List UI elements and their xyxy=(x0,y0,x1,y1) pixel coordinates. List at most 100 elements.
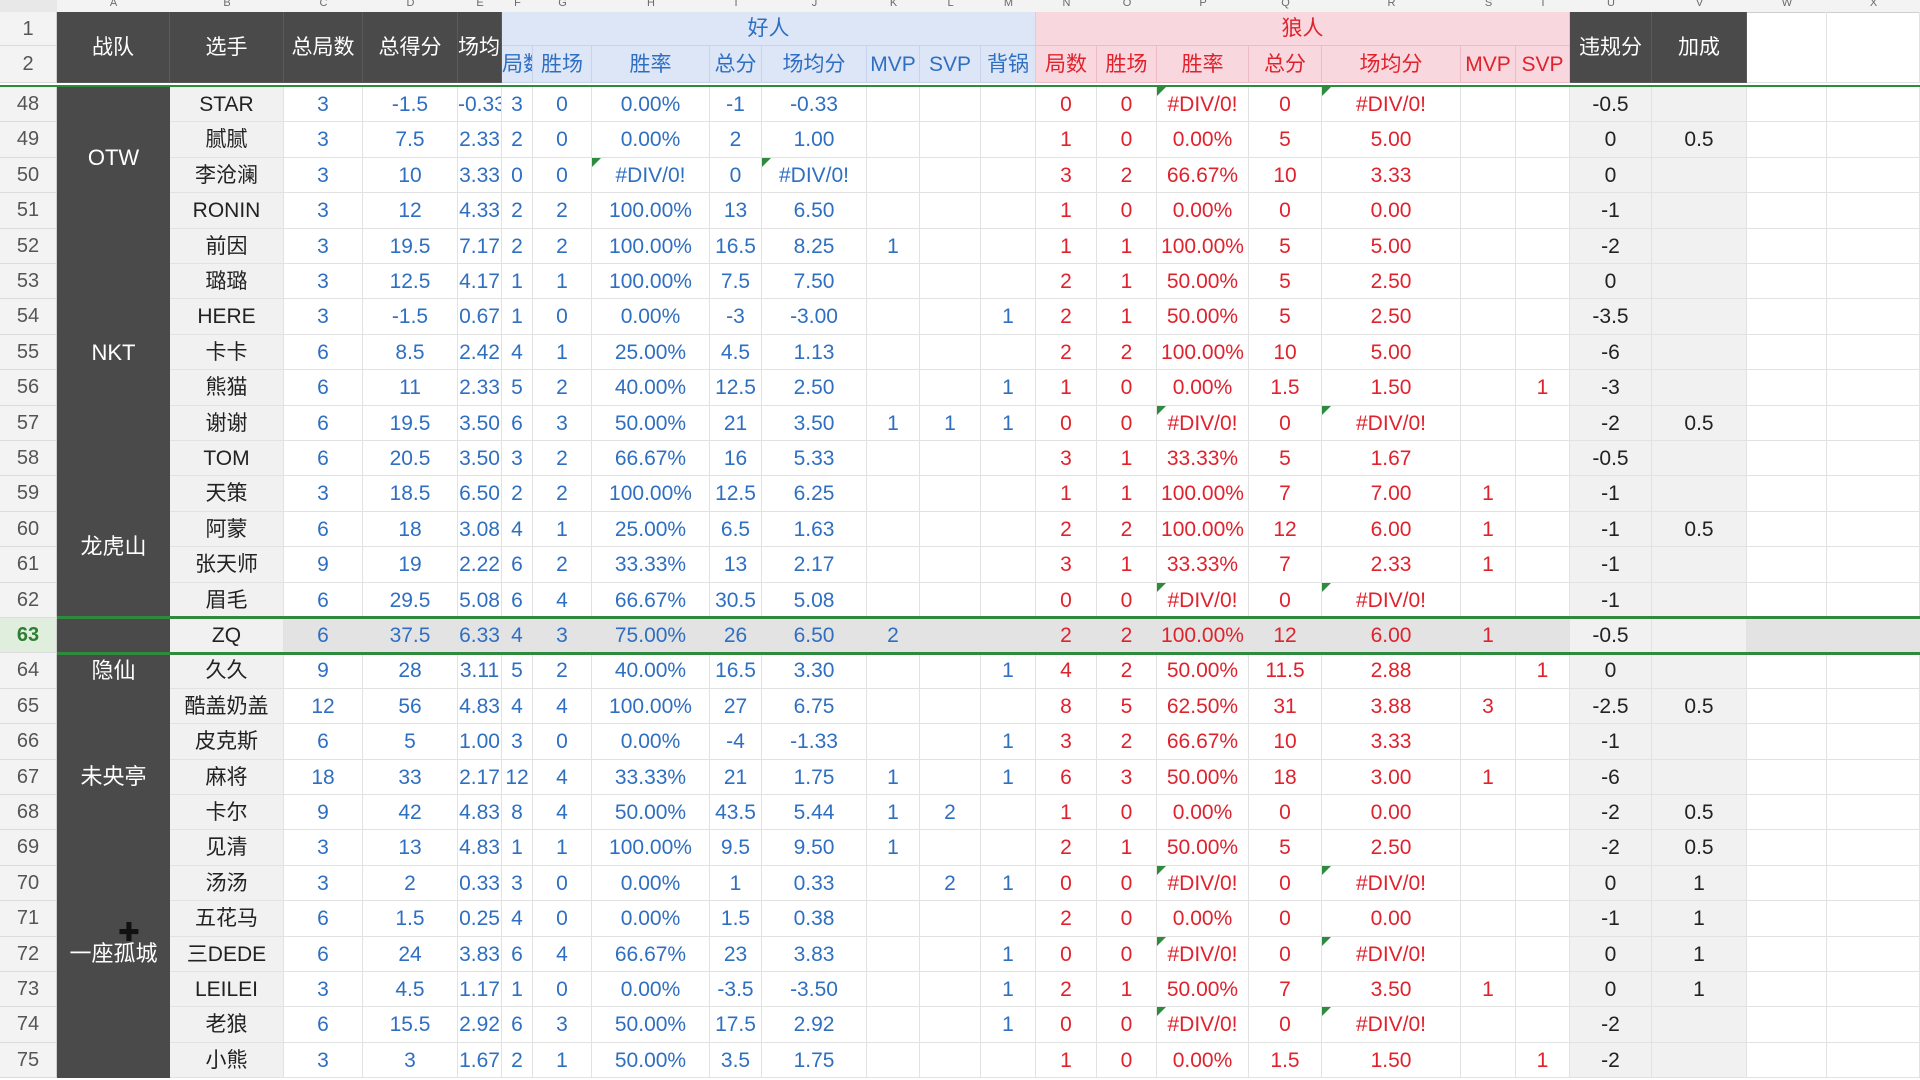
data-cell-E[interactable]: 7.17 xyxy=(458,228,502,264)
row-number-58[interactable]: 58 xyxy=(0,441,57,477)
data-cell-F[interactable]: 6 xyxy=(502,582,533,618)
data-cell-U[interactable]: -2 xyxy=(1570,1007,1652,1043)
empty-cell-W[interactable] xyxy=(1747,653,1827,689)
data-cell-C[interactable]: 3 xyxy=(284,299,363,335)
column-letter-F[interactable]: F xyxy=(514,0,521,9)
data-cell-T[interactable] xyxy=(1516,405,1570,441)
data-cell-M[interactable] xyxy=(981,193,1036,229)
data-cell-H[interactable]: 33.33% xyxy=(592,547,710,583)
data-cell-V[interactable] xyxy=(1652,87,1747,123)
data-cell-E[interactable]: 2.92 xyxy=(458,1007,502,1043)
data-cell-S[interactable] xyxy=(1461,901,1516,937)
data-cell-E[interactable]: 4.83 xyxy=(458,795,502,831)
data-cell-C[interactable]: 6 xyxy=(284,618,363,654)
data-cell-C[interactable]: 3 xyxy=(284,476,363,512)
data-cell-T[interactable] xyxy=(1516,759,1570,795)
data-cell-T[interactable] xyxy=(1516,547,1570,583)
data-cell-N[interactable]: 1 xyxy=(1036,122,1097,158)
data-cell-V[interactable] xyxy=(1652,724,1747,760)
column-letter-M[interactable]: M xyxy=(1003,0,1014,9)
data-cell-S[interactable]: 1 xyxy=(1461,476,1516,512)
data-cell-G[interactable]: 2 xyxy=(533,370,592,406)
row-number-68[interactable]: 68 xyxy=(0,795,57,831)
data-cell-L[interactable] xyxy=(920,653,981,689)
data-cell-P[interactable]: 0.00% xyxy=(1157,122,1249,158)
data-cell-K[interactable] xyxy=(867,547,920,583)
data-cell-I[interactable]: 43.5 xyxy=(710,795,762,831)
team-cell[interactable]: OTW xyxy=(57,87,170,229)
data-cell-O[interactable]: 2 xyxy=(1097,511,1157,548)
data-cell-G[interactable]: 2 xyxy=(533,193,592,229)
data-cell-G[interactable]: 3 xyxy=(533,405,592,441)
data-cell-T[interactable] xyxy=(1516,1007,1570,1043)
data-cell-L[interactable] xyxy=(920,441,981,477)
data-cell-D[interactable]: 13 xyxy=(363,830,458,866)
empty-cell-W[interactable] xyxy=(1747,936,1827,972)
data-cell-T[interactable] xyxy=(1516,901,1570,937)
row-number-49[interactable]: 49 xyxy=(0,122,57,158)
data-cell-N[interactable]: 3 xyxy=(1036,724,1097,760)
data-cell-P[interactable]: #DIV/0! xyxy=(1157,1007,1249,1043)
column-letter-J[interactable]: J xyxy=(811,0,818,9)
data-cell-R[interactable]: #DIV/0! xyxy=(1322,582,1461,618)
data-cell-F[interactable]: 1 xyxy=(502,299,533,335)
data-cell-I[interactable]: -3.5 xyxy=(710,972,762,1008)
data-cell-H[interactable]: 100.00% xyxy=(592,688,710,725)
empty-cell-W[interactable] xyxy=(1747,901,1827,937)
data-cell-I[interactable]: 30.5 xyxy=(710,582,762,618)
data-cell-P[interactable]: 0.00% xyxy=(1157,370,1249,406)
header-good-7[interactable]: SVP xyxy=(920,46,981,83)
data-cell-C[interactable]: 18 xyxy=(284,759,363,795)
empty-cell-W[interactable] xyxy=(1747,405,1827,441)
empty-cell-X[interactable] xyxy=(1827,299,1920,335)
data-cell-M[interactable] xyxy=(981,618,1036,654)
data-cell-R[interactable]: 3.50 xyxy=(1322,972,1461,1008)
data-cell-I[interactable]: 27 xyxy=(710,688,762,725)
data-cell-C[interactable]: 6 xyxy=(284,724,363,760)
empty-cell-X[interactable] xyxy=(1827,405,1920,441)
data-cell-F[interactable]: 1 xyxy=(502,972,533,1008)
data-cell-D[interactable]: -1.5 xyxy=(363,299,458,335)
data-cell-P[interactable]: 100.00% xyxy=(1157,511,1249,548)
data-cell-M[interactable] xyxy=(981,1042,1036,1079)
data-cell-E[interactable]: 1.67 xyxy=(458,1042,502,1079)
data-cell-V[interactable] xyxy=(1652,370,1747,406)
row-number-48[interactable]: 48 xyxy=(0,87,57,123)
data-cell-D[interactable]: 20.5 xyxy=(363,441,458,477)
empty-cell-X[interactable] xyxy=(1827,688,1920,725)
data-cell-C[interactable]: 3 xyxy=(284,157,363,194)
column-letter-D[interactable]: D xyxy=(406,0,415,9)
data-cell-D[interactable]: 11 xyxy=(363,370,458,406)
empty-cell-X[interactable] xyxy=(1827,582,1920,618)
data-cell-H[interactable]: 100.00% xyxy=(592,228,710,264)
data-cell-I[interactable]: 21 xyxy=(710,405,762,441)
data-cell-R[interactable]: 0.00 xyxy=(1322,901,1461,937)
data-cell-E[interactable]: 3.11 xyxy=(458,653,502,689)
data-cell-C[interactable]: 3 xyxy=(284,264,363,300)
data-cell-O[interactable]: 2 xyxy=(1097,653,1157,689)
data-cell-E[interactable]: 3.50 xyxy=(458,441,502,477)
data-cell-I[interactable]: -3 xyxy=(710,299,762,335)
data-cell-V[interactable] xyxy=(1652,476,1747,512)
data-cell-R[interactable]: 2.88 xyxy=(1322,653,1461,689)
data-cell-J[interactable]: -3.00 xyxy=(762,299,867,335)
team-cell[interactable]: 龙虎山 xyxy=(57,476,170,618)
data-cell-S[interactable] xyxy=(1461,405,1516,441)
data-cell-U[interactable]: 0 xyxy=(1570,865,1652,902)
data-cell-M[interactable] xyxy=(981,228,1036,264)
data-cell-U[interactable]: -2 xyxy=(1570,228,1652,264)
data-cell-T[interactable] xyxy=(1516,264,1570,300)
data-cell-H[interactable]: 50.00% xyxy=(592,405,710,441)
data-cell-Q[interactable]: 5 xyxy=(1249,299,1322,335)
data-cell-V[interactable]: 0.5 xyxy=(1652,795,1747,831)
data-cell-T[interactable] xyxy=(1516,972,1570,1008)
data-cell-D[interactable]: 1.5 xyxy=(363,901,458,937)
data-cell-N[interactable]: 2 xyxy=(1036,299,1097,335)
player-name-cell[interactable]: 卡尔 xyxy=(170,795,284,831)
data-cell-Q[interactable]: 0 xyxy=(1249,582,1322,618)
data-cell-G[interactable]: 2 xyxy=(533,228,592,264)
row-number-74[interactable]: 74 xyxy=(0,1007,57,1043)
data-cell-T[interactable] xyxy=(1516,299,1570,335)
data-cell-U[interactable]: -2 xyxy=(1570,795,1652,831)
data-cell-Q[interactable]: 0 xyxy=(1249,865,1322,902)
